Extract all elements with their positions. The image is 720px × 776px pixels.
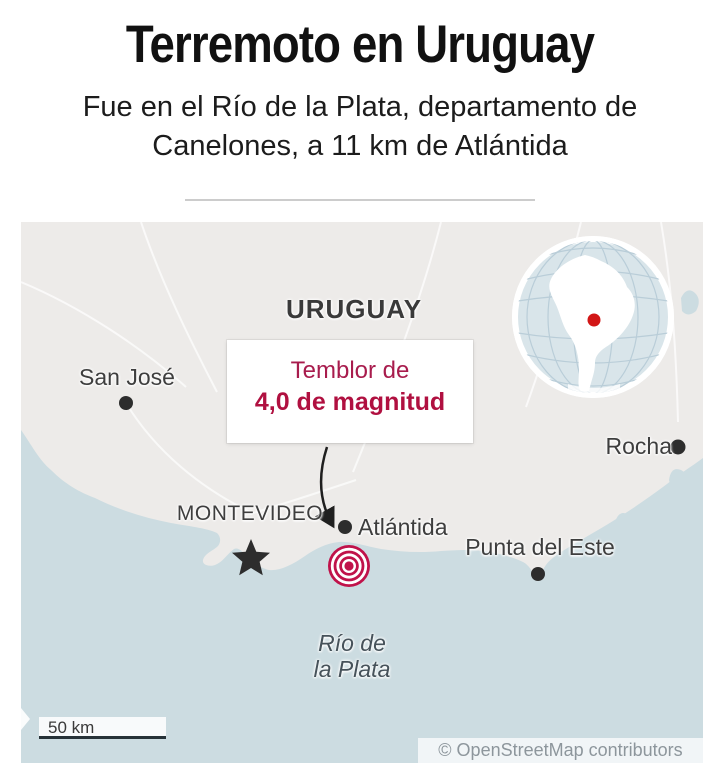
subtitle: Fue en el Río de la Plata, departamento … (0, 88, 720, 166)
city-label-san-jose: San José (79, 364, 175, 390)
subtitle-line-1: Fue en el Río de la Plata, departamento … (82, 91, 638, 123)
page-title: Terremoto en Uruguay (125, 15, 595, 74)
divider (185, 199, 535, 201)
water-label: Río de la Plata (282, 630, 422, 682)
magnitude-callout: Temblor de 4,0 de magnitud (227, 340, 473, 443)
globe-inset (512, 236, 674, 398)
city-label-punta-del-este: Punta del Este (465, 534, 615, 560)
epicenter-icon (328, 545, 370, 587)
map-container: URUGUAY San José MONTEVIDEO Atlántida Ro… (21, 222, 703, 763)
city-dot-san-jose (119, 396, 133, 410)
antarctica-sliver (568, 384, 620, 393)
city-label-montevideo: MONTEVIDEO (176, 502, 324, 525)
city-label-atlantida: Atlántida (358, 514, 448, 540)
city-dot-atlantida (338, 520, 352, 534)
city-dot-punta-del-este (531, 567, 545, 581)
water-label-line-2: la Plata (313, 656, 391, 682)
subtitle-line-2: Canelones, a 11 km de Atlántida (152, 130, 568, 162)
city-dots (119, 396, 686, 581)
water-label-line-1: Río de (318, 630, 386, 656)
callout-line-2: 4,0 de magnitud (254, 388, 446, 416)
map-graphics (21, 222, 703, 763)
globe-epicenter-dot (587, 313, 601, 327)
scale-bar: 50 km (39, 717, 166, 739)
city-dot-rocha (670, 439, 686, 455)
city-label-rocha: Rocha (605, 433, 672, 459)
montevideo-star-icon (232, 539, 270, 576)
lagoons (615, 290, 699, 533)
country-label: URUGUAY (285, 294, 423, 324)
location-arrow (314, 446, 335, 529)
water-shape (21, 430, 703, 763)
osm-attribution: © OpenStreetMap contributors (418, 738, 703, 763)
callout-line-1: Temblor de (290, 357, 410, 384)
coast-notch (21, 708, 30, 730)
